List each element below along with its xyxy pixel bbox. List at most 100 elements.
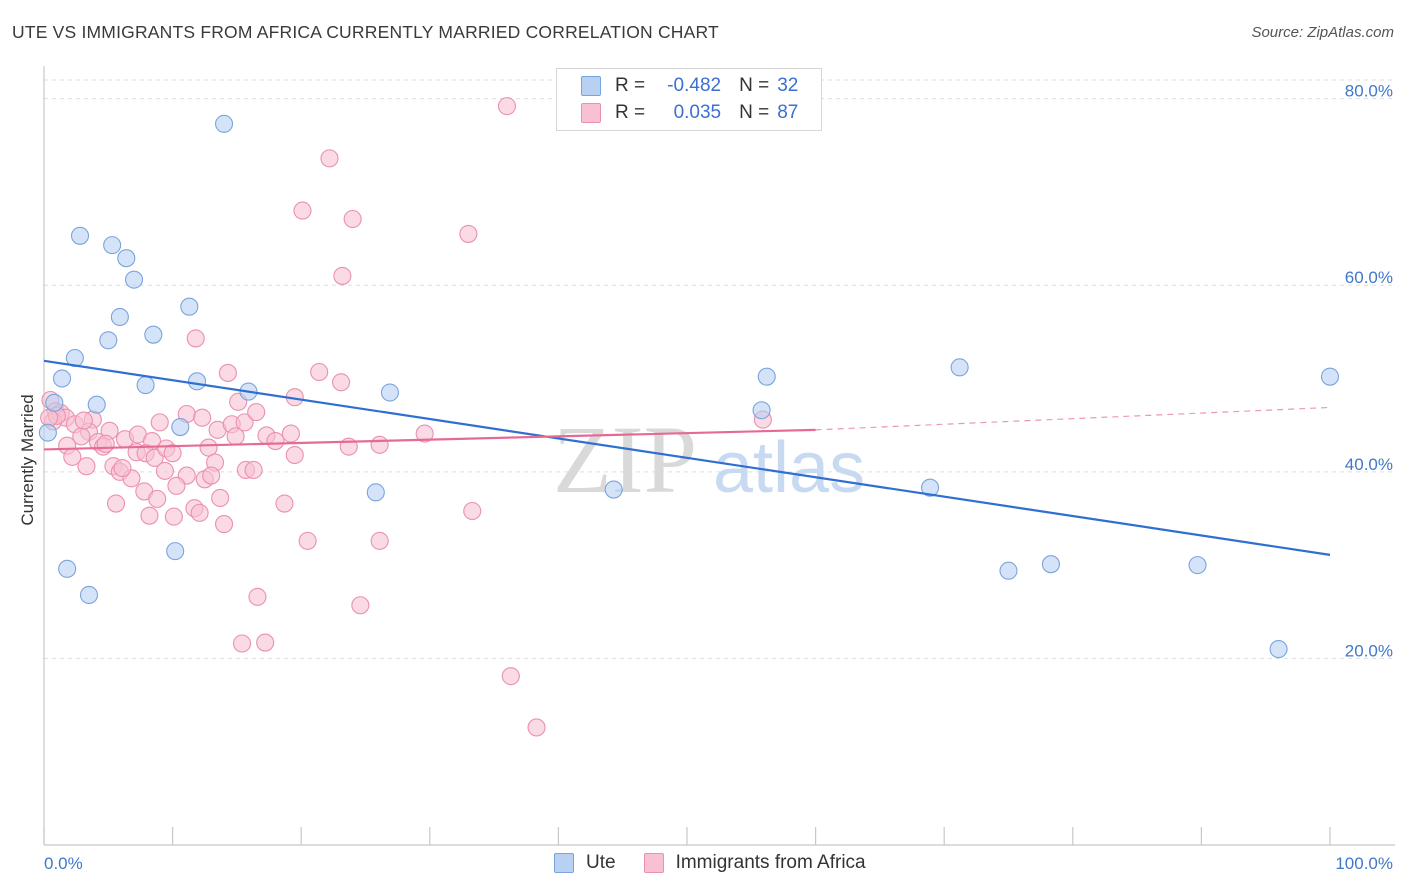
chart-title: UTE VS IMMIGRANTS FROM AFRICA CURRENTLY … <box>12 22 719 42</box>
africa-point <box>163 444 182 463</box>
ute-point <box>999 561 1018 580</box>
watermark-zip: ZIP <box>553 406 697 513</box>
africa-r-label: R = <box>615 102 646 123</box>
africa-point <box>202 466 221 485</box>
africa-point <box>235 413 254 432</box>
stats-legend: R = -0.482 N = 32 R = 0.035 N = 87 <box>556 68 822 131</box>
africa-point <box>415 424 434 443</box>
ute-r-value: -0.482 <box>667 75 722 96</box>
africa-trend-extension <box>815 406 1331 431</box>
ute-point <box>1269 640 1288 659</box>
africa-point <box>285 445 304 465</box>
legend-item-ute[interactable]: Ute <box>554 852 616 874</box>
africa-point <box>113 459 132 478</box>
africa-point <box>164 507 183 526</box>
ute-point <box>604 480 623 499</box>
africa-point <box>226 427 245 446</box>
africa-point <box>310 362 329 382</box>
africa-point <box>266 431 285 451</box>
africa-point <box>275 494 294 513</box>
ute-point <box>921 478 940 497</box>
africa-point <box>167 476 186 495</box>
africa-point <box>501 667 520 686</box>
africa-point <box>77 457 96 476</box>
ute-point <box>187 372 207 391</box>
ute-point <box>366 483 385 502</box>
africa-point <box>214 515 234 534</box>
ute-point <box>70 226 90 245</box>
africa-point <box>140 506 159 525</box>
ute-point <box>214 114 234 133</box>
x-tick-label-max: 100.0% <box>1335 854 1393 873</box>
watermark-atlas: atlas <box>713 428 865 508</box>
africa-point <box>96 434 115 453</box>
x-tick-label-min: 0.0% <box>44 854 83 873</box>
ute-legend-label: Ute <box>586 852 616 873</box>
africa-point <box>370 435 389 454</box>
watermark: ZIP atlas <box>553 406 865 513</box>
series-legend: Ute Immigrants from Africa <box>554 852 894 874</box>
africa-point <box>343 209 362 229</box>
ute-point <box>166 542 185 561</box>
y-tick-label: 80.0% <box>1345 82 1393 101</box>
legend-row-africa: R = 0.035 N = 87 <box>581 101 798 125</box>
ute-point <box>1320 367 1340 386</box>
africa-point <box>293 201 312 220</box>
africa-r-value: 0.035 <box>673 102 722 123</box>
ute-point <box>757 367 776 386</box>
y-axis-title: Currently Married <box>18 394 37 525</box>
ute-n-label: N = <box>739 75 770 96</box>
africa-point <box>351 596 370 615</box>
africa-swatch <box>581 103 601 123</box>
africa-point <box>333 266 352 285</box>
y-tick-label: 40.0% <box>1345 455 1393 474</box>
africa-point <box>193 408 212 427</box>
africa-point <box>247 403 266 422</box>
ute-n-value: 32 <box>777 75 799 96</box>
ute-point <box>103 236 122 255</box>
y-tick-label: 20.0% <box>1345 641 1393 660</box>
ute-point <box>180 297 199 316</box>
africa-legend-swatch <box>643 853 664 873</box>
africa-point <box>459 224 478 243</box>
africa-point <box>199 438 218 457</box>
africa-point <box>248 587 267 606</box>
africa-point <box>211 488 230 508</box>
africa-point <box>244 460 263 480</box>
africa-n-value: 87 <box>777 102 799 123</box>
africa-point <box>463 501 482 521</box>
axis-labels: 20.0% 40.0% 60.0% 80.0% 0.0% 100.0% Currently … <box>18 82 1393 873</box>
ute-trend-line <box>43 359 1331 556</box>
africa-point <box>298 531 317 550</box>
africa-point <box>74 411 93 430</box>
y-tick-label: 60.0% <box>1345 268 1393 287</box>
ute-point <box>950 358 969 377</box>
africa-point <box>232 634 252 653</box>
ute-point <box>38 423 57 442</box>
source-label: Source: ZipAtlas.com <box>1251 24 1394 41</box>
ute-point <box>99 331 118 350</box>
africa-point <box>148 489 167 508</box>
africa-point <box>155 461 174 480</box>
ute-point <box>79 585 99 605</box>
africa-point <box>218 363 237 382</box>
ute-point <box>117 249 136 268</box>
africa-point <box>332 373 351 392</box>
data-points <box>38 97 1340 737</box>
ute-r-label: R = <box>615 75 646 96</box>
trend-lines <box>43 359 1331 556</box>
axes <box>43 66 1395 846</box>
africa-point <box>256 633 275 652</box>
africa-point <box>320 149 339 168</box>
legend-item-africa[interactable]: Immigrants from Africa <box>643 852 866 874</box>
ute-point <box>1041 555 1060 574</box>
ute-point <box>124 270 144 289</box>
ute-legend-swatch <box>554 853 574 873</box>
ute-point <box>45 393 64 412</box>
africa-point <box>527 718 546 737</box>
africa-point <box>281 424 300 443</box>
africa-point <box>497 97 517 116</box>
ute-point <box>87 395 106 414</box>
ute-point <box>144 325 163 344</box>
